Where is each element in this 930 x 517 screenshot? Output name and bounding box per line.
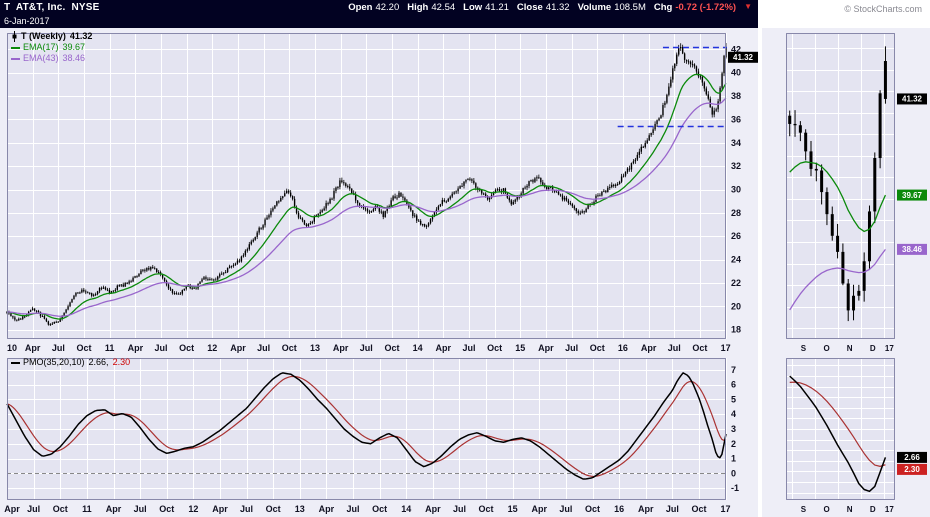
pmo-zoom-chart (762, 354, 930, 517)
quote-low: Low 41.21 (463, 1, 509, 13)
quote-open: Open 42.20 (348, 1, 400, 13)
quote-close: Close 41.32 (516, 1, 570, 13)
price-legend: T (Weekly) 41.32 EMA(17) 39.67 EMA(43) 3… (11, 31, 92, 64)
price-chart (0, 28, 758, 354)
price-legend-ema43: EMA(43) 38.46 (11, 53, 92, 64)
ema17-line-icon (11, 46, 20, 49)
quote-change: Chg -0.72 (-1.72%) (653, 1, 737, 13)
quote-line: Open 42.20 High 42.54 Low 41.21 Close 41.32 … (348, 2, 752, 13)
pmo-label: PMO(35,20,10) (23, 357, 85, 367)
header-row-top: T AT&T, Inc. NYSE Open 42.20 High 42.54 Lo… (0, 0, 758, 14)
quote-high: High 42.54 (407, 1, 456, 13)
header-row-bottom: 6-Jan-2017 (0, 14, 758, 28)
price-zoom-chart (762, 28, 930, 354)
chart-header: T AT&T, Inc. NYSE Open 42.20 High 42.54 Lo… (0, 0, 758, 28)
ema17-label: EMA(17) (23, 42, 59, 52)
pmo-value: 2.66, (88, 357, 109, 367)
price-legend-main-label: T (Weekly) (21, 31, 66, 41)
ema43-label: EMA(43) (23, 53, 59, 63)
exchange-name: NYSE (71, 1, 100, 13)
company-name: AT&T, Inc. (15, 1, 66, 13)
quote-volume: Volume 108.5M (577, 1, 646, 13)
ema43-value: 38.46 (62, 53, 86, 63)
ema17-value: 39.67 (62, 42, 86, 52)
ema43-line-icon (11, 57, 20, 60)
ticker-symbol: T (4, 1, 11, 13)
symbol-line: T AT&T, Inc. NYSE (4, 2, 103, 13)
pmo-line-icon (11, 361, 20, 364)
candlestick-icon (12, 31, 17, 42)
price-legend-main: T (Weekly) 41.32 (11, 31, 92, 42)
price-legend-main-value: 41.32 (69, 31, 93, 41)
pmo-legend: PMO(35,20,10) 2.66, 2.30 (11, 357, 130, 368)
down-arrow-icon: ▼ (744, 2, 752, 11)
pmo-signal-value: 2.30 (112, 357, 131, 367)
price-legend-ema17: EMA(17) 39.67 (11, 42, 92, 53)
chart-date: 6-Jan-2017 (4, 16, 50, 26)
copyright-text: © StockCharts.com (844, 4, 922, 14)
pmo-legend-row: PMO(35,20,10) 2.66, 2.30 (11, 357, 130, 368)
pmo-indicator-chart (0, 354, 758, 517)
